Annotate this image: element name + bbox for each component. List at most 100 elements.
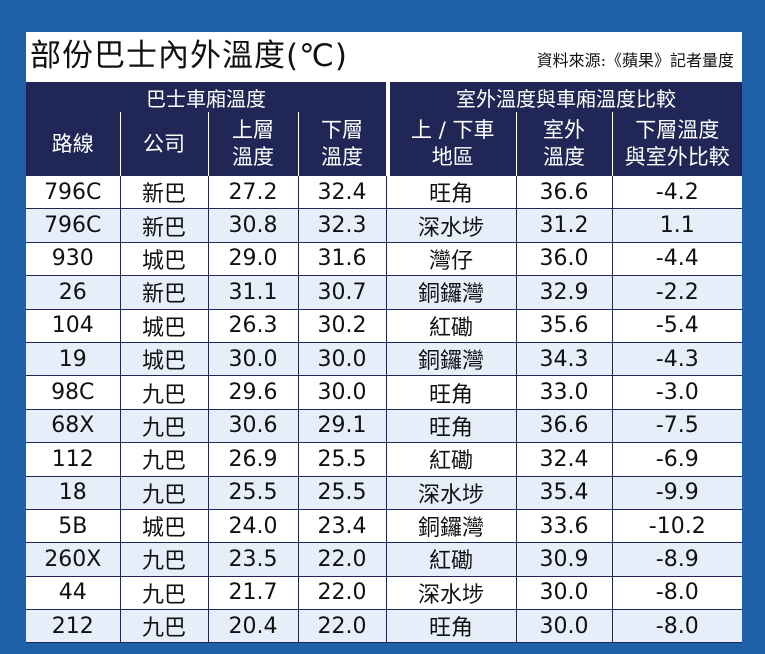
table-row: 26 新巴 31.1 30.7 銅鑼灣 32.9 -2.2	[26, 275, 743, 310]
cell-lower: 25.5	[298, 476, 387, 510]
cell-outdoor: 30.0	[516, 609, 613, 644]
col-header-upper-line1: 上層	[232, 118, 274, 142]
cell-lower: 29.1	[298, 409, 387, 444]
cell-area: 銅鑼灣	[386, 275, 517, 310]
cell-diff: -2.2	[612, 275, 743, 310]
cell-area: 深水埗	[386, 576, 517, 611]
cell-route: 19	[26, 342, 121, 377]
cell-lower: 32.3	[298, 208, 387, 243]
cell-area: 旺角	[386, 609, 517, 644]
cell-area: 銅鑼灣	[386, 509, 517, 544]
col-header-area-line2: 地區	[431, 145, 474, 169]
cell-outdoor: 32.4	[516, 442, 613, 477]
col-header-outdoor: 室外 溫度	[516, 112, 613, 176]
col-header-area-line1: 上 / 下車	[411, 118, 495, 142]
cell-diff: -8.0	[612, 609, 743, 644]
group-separator	[386, 82, 390, 112]
cell-area: 深水埗	[386, 476, 517, 510]
cell-area: 銅鑼灣	[386, 342, 517, 377]
table-row: 104 城巴 26.3 30.2 紅磡 35.6 -5.4	[26, 309, 743, 343]
col-header-diff-line1: 下層溫度	[635, 118, 720, 142]
cell-company: 九巴	[120, 476, 209, 510]
source-note: 資料來源:《蘋果》記者量度	[536, 51, 734, 70]
cell-outdoor: 35.4	[516, 476, 613, 510]
cell-lower: 30.0	[298, 375, 387, 410]
table-row: 98C 九巴 29.6 30.0 旺角 33.0 -3.0	[26, 375, 743, 410]
col-header-upper-line2: 溫度	[232, 145, 274, 169]
cell-upper: 27.2	[208, 176, 299, 210]
cell-outdoor: 31.2	[516, 208, 613, 243]
cell-lower: 22.0	[298, 576, 387, 611]
cell-company: 九巴	[120, 576, 209, 611]
cell-upper: 26.9	[208, 442, 299, 477]
cell-outdoor: 36.0	[516, 242, 613, 277]
cell-area: 紅磡	[386, 542, 517, 577]
col-header-route-label: 路線	[51, 131, 94, 156]
cell-route: 796C	[26, 208, 121, 243]
cell-route: 796C	[26, 176, 121, 210]
cell-company: 九巴	[120, 542, 209, 577]
cell-outdoor: 35.6	[516, 309, 613, 343]
cell-area: 旺角	[386, 409, 517, 444]
cell-outdoor: 30.9	[516, 542, 613, 577]
cell-lower: 30.2	[298, 309, 387, 343]
cell-diff: -8.9	[612, 542, 743, 577]
cell-lower: 30.7	[298, 275, 387, 310]
cell-upper: 30.6	[208, 409, 299, 444]
temperature-card: 部份巴士內外溫度(℃) 資料來源:《蘋果》記者量度 巴士車廂溫度 室外溫度與車廂…	[26, 32, 743, 644]
cell-company: 城巴	[120, 342, 209, 377]
cell-outdoor: 36.6	[516, 409, 613, 444]
col-header-outdoor-line2: 溫度	[543, 145, 585, 169]
cell-route: 112	[26, 442, 121, 477]
cell-diff: -4.3	[612, 342, 743, 377]
header-separator	[386, 112, 390, 176]
cell-diff: 1.1	[612, 208, 743, 243]
table-row: 19 城巴 30.0 30.0 銅鑼灣 34.3 -4.3	[26, 342, 743, 377]
group-header-bus: 巴士車廂溫度	[26, 82, 386, 112]
col-header-outdoor-line1: 室外	[543, 118, 585, 142]
table-row: 5B 城巴 24.0 23.4 銅鑼灣 33.6 -10.2	[26, 509, 743, 544]
table-row: 796C 新巴 30.8 32.3 深水埗 31.2 1.1	[26, 208, 743, 243]
col-header-upper: 上層 溫度	[208, 112, 299, 176]
cell-area: 紅磡	[386, 309, 517, 343]
col-header-area: 上 / 下車 地區	[390, 112, 517, 176]
cell-upper: 31.1	[208, 275, 299, 310]
table-row: 44 九巴 21.7 22.0 深水埗 30.0 -8.0	[26, 576, 743, 611]
cell-upper: 29.0	[208, 242, 299, 277]
cell-route: 68X	[26, 409, 121, 444]
cell-lower: 23.4	[298, 509, 387, 544]
cell-route: 26	[26, 275, 121, 310]
cell-upper: 25.5	[208, 476, 299, 510]
cell-outdoor: 36.6	[516, 176, 613, 210]
col-header-route: 路線	[26, 112, 121, 176]
table-row: 18 九巴 25.5 25.5 深水埗 35.4 -9.9	[26, 476, 743, 510]
group-header-compare: 室外溫度與車廂溫度比較	[390, 82, 743, 112]
cell-route: 98C	[26, 375, 121, 410]
cell-diff: -9.9	[612, 476, 743, 510]
cell-diff: -4.2	[612, 176, 743, 210]
table-row: 930 城巴 29.0 31.6 灣仔 36.0 -4.4	[26, 242, 743, 277]
cell-outdoor: 33.6	[516, 509, 613, 544]
cell-area: 旺角	[386, 375, 517, 410]
cell-company: 城巴	[120, 509, 209, 544]
cell-upper: 21.7	[208, 576, 299, 611]
cell-area: 紅磡	[386, 442, 517, 477]
cell-route: 212	[26, 609, 121, 644]
cell-diff: -8.0	[612, 576, 743, 611]
cell-route: 18	[26, 476, 121, 510]
cell-upper: 30.8	[208, 208, 299, 243]
cell-lower: 32.4	[298, 176, 387, 210]
cell-outdoor: 32.9	[516, 275, 613, 310]
table-row: 112 九巴 26.9 25.5 紅磡 32.4 -6.9	[26, 442, 743, 477]
cell-outdoor: 30.0	[516, 576, 613, 611]
table-row: 212 九巴 20.4 22.0 旺角 30.0 -8.0	[26, 609, 743, 644]
cell-route: 260X	[26, 542, 121, 577]
cell-company: 城巴	[120, 309, 209, 343]
cell-upper: 29.6	[208, 375, 299, 410]
cell-diff: -4.4	[612, 242, 743, 277]
cell-area: 深水埗	[386, 208, 517, 243]
cell-company: 九巴	[120, 409, 209, 444]
table-row: 260X 九巴 23.5 22.0 紅磡 30.9 -8.9	[26, 542, 743, 577]
cell-lower: 25.5	[298, 442, 387, 477]
cell-diff: -3.0	[612, 375, 743, 410]
